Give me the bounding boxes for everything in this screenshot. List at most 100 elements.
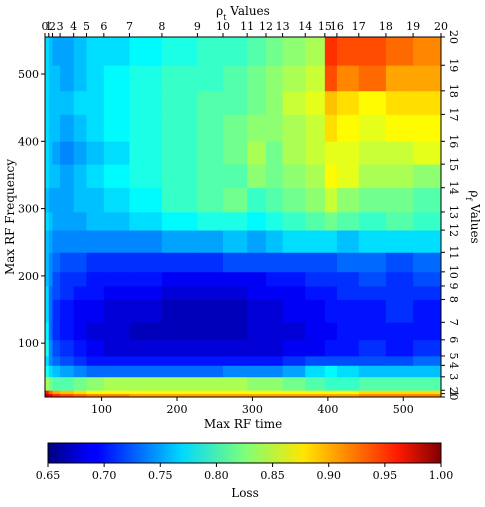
- heatmap-cell: [86, 365, 105, 378]
- heatmap-cell: [86, 65, 105, 92]
- colorbar-tick-label: 0.70: [92, 469, 117, 482]
- heatmap-cell: [52, 252, 61, 273]
- heatmap-cell: [103, 90, 130, 115]
- right-tick-label: 7: [447, 319, 460, 326]
- heatmap-cell: [73, 211, 87, 231]
- y-axis-label: Max RF Frequency: [3, 159, 17, 275]
- heatmap-cell: [48, 355, 53, 366]
- heatmap-cell: [197, 285, 224, 300]
- heatmap-cell: [266, 37, 283, 66]
- heatmap-cell: [45, 393, 50, 398]
- heatmap-cell: [324, 322, 338, 341]
- heatmap-cell: [282, 365, 306, 378]
- heatmap-cell: [60, 114, 75, 142]
- heatmap-cell: [358, 65, 387, 92]
- heatmap-cell: [45, 376, 50, 391]
- heatmap-cell: [247, 390, 267, 395]
- heatmap-cell: [266, 390, 283, 395]
- heatmap-cell: [305, 187, 326, 213]
- heatmap-cell: [129, 90, 163, 115]
- heatmap-cell: [129, 164, 163, 189]
- heatmap-cell: [129, 114, 163, 142]
- heatmap-cell: [48, 390, 53, 395]
- heatmap-cell: [60, 339, 75, 357]
- heatmap-cell: [129, 285, 163, 300]
- heatmap-cell: [266, 393, 283, 398]
- heatmap-cell: [358, 164, 387, 189]
- heatmap-cell: [197, 299, 224, 323]
- heatmap-cell: [282, 285, 306, 300]
- x-tick-label: 200: [167, 403, 188, 416]
- heatmap-cell: [129, 187, 163, 213]
- heatmap-cell: [223, 271, 248, 287]
- heatmap-cell: [48, 365, 53, 378]
- heatmap-cell: [385, 211, 414, 231]
- heatmap-cell: [48, 187, 53, 213]
- top-tick-label: 13: [276, 20, 290, 33]
- heatmap-cell: [73, 141, 87, 165]
- heatmap-cell: [336, 390, 360, 395]
- colorbar-tick-label: 0.90: [316, 469, 341, 482]
- colorbar-tick-label: 0.75: [148, 469, 173, 482]
- top-tick-label: 2: [49, 20, 56, 33]
- heatmap-cell: [324, 141, 338, 165]
- heatmap-cell: [358, 90, 387, 115]
- heatmap-cell: [358, 393, 387, 398]
- heatmap-cell: [247, 65, 267, 92]
- top-tick-label: 5: [83, 20, 90, 33]
- heatmap-cell: [86, 376, 105, 391]
- heatmap-cell: [161, 211, 198, 231]
- heatmap-cell: [358, 211, 387, 231]
- heatmap-cell: [413, 393, 442, 398]
- heatmap-cell: [52, 285, 61, 300]
- heatmap-cell: [197, 164, 224, 189]
- heatmap-cell: [73, 65, 87, 92]
- heatmap-cell: [73, 114, 87, 142]
- right-tick-label: 20: [447, 30, 460, 44]
- heatmap-cell: [282, 230, 306, 253]
- heatmap-cell: [282, 65, 306, 92]
- heatmap-cell: [266, 299, 283, 323]
- heatmap-cell: [413, 164, 442, 189]
- top-tick-label: 4: [70, 20, 77, 33]
- right-tick-label: 6: [447, 336, 460, 343]
- heatmap-cell: [305, 37, 326, 66]
- heatmap-cell: [266, 285, 283, 300]
- heatmap-cell: [73, 230, 87, 253]
- heatmap-cell: [86, 299, 105, 323]
- right-tick-label: 19: [447, 58, 460, 72]
- heatmap-cell: [413, 299, 442, 323]
- right-tick-label: 16: [447, 134, 460, 148]
- heatmap-cell: [247, 365, 267, 378]
- top-tick-label: 11: [240, 20, 254, 33]
- heatmap-cell: [73, 187, 87, 213]
- heatmap-cell: [282, 299, 306, 323]
- heatmap-cell: [282, 211, 306, 231]
- heatmap-cell: [86, 285, 105, 300]
- heatmap-cell: [413, 37, 442, 66]
- heatmap-cell: [223, 230, 248, 253]
- right-tick-label: 12: [447, 223, 460, 237]
- heatmap-cell: [161, 141, 198, 165]
- right-tick-label: 10: [447, 265, 460, 279]
- heatmap-cell: [129, 322, 163, 341]
- heatmap-cell: [266, 376, 283, 391]
- top-tick-label: 18: [379, 20, 393, 33]
- heatmap-cell: [129, 339, 163, 357]
- right-tick-label: 9: [447, 282, 460, 289]
- right-tick-label: 17: [447, 107, 460, 121]
- heatmap-cell: [103, 365, 130, 378]
- heatmap-cell: [60, 376, 75, 391]
- right-tick-label: 11: [447, 245, 460, 259]
- heatmap-cell: [336, 252, 360, 273]
- heatmap-cell: [48, 37, 53, 66]
- heatmap-cell: [73, 390, 87, 395]
- heatmap-cell: [73, 37, 87, 66]
- heatmap-cell: [413, 390, 442, 395]
- heatmap-cell: [60, 393, 75, 398]
- heatmap-cell: [86, 230, 105, 253]
- heatmap-cell: [385, 271, 414, 287]
- heatmap-cell: [385, 285, 414, 300]
- heatmap-cell: [129, 252, 163, 273]
